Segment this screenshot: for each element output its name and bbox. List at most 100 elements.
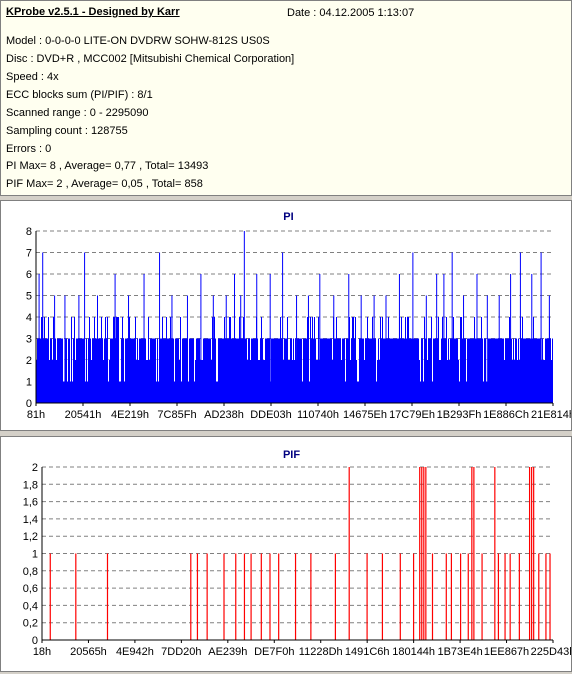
pi-bar <box>457 338 458 360</box>
pi-bar <box>71 317 72 360</box>
pi-bar <box>411 338 412 360</box>
errors-line: Errors : 0 <box>6 143 52 155</box>
pi-bar <box>130 338 131 360</box>
pi-bar <box>148 317 149 360</box>
pi-bar <box>363 338 364 360</box>
pi-bar <box>77 338 78 360</box>
pi-bar-dip <box>124 360 125 382</box>
pi-bar-peak <box>225 295 227 403</box>
pi-bar-dip <box>358 360 359 382</box>
pi-bar <box>331 338 332 360</box>
pi-bar <box>199 338 200 360</box>
pif-x-tick-label: 20565h <box>70 646 107 658</box>
pi-bar <box>480 338 481 360</box>
pi-bar <box>145 338 146 360</box>
pi-y-tick-label: 7 <box>26 248 32 260</box>
pi-bar <box>526 338 527 360</box>
pi-bar <box>460 317 461 360</box>
pi-bar <box>274 338 275 360</box>
pi-bar-dip <box>423 360 424 382</box>
pi-bar <box>298 338 299 360</box>
pi-bar <box>523 338 524 360</box>
pi-bar <box>434 338 435 360</box>
pi-x-tick-label: 4E219h <box>111 409 149 421</box>
pi-bar <box>488 338 489 360</box>
pi-y-tick-label: 1 <box>26 377 32 389</box>
pi-bar <box>273 338 274 360</box>
pi-bar <box>143 338 144 360</box>
pi-bar-peak <box>436 274 438 403</box>
pi-bar <box>437 338 438 360</box>
pi-bar <box>76 338 77 360</box>
scan-date: Date : 04.12.2005 1:13:07 <box>287 7 415 19</box>
pi-bar <box>57 338 58 360</box>
pi-y-tick-label: 4 <box>26 312 32 324</box>
pi-bar <box>532 338 533 360</box>
pi-bar <box>495 338 496 360</box>
pi-bar <box>261 317 262 360</box>
pi-bar <box>355 317 356 360</box>
pif-bar <box>310 553 312 640</box>
pif-bar <box>75 553 77 640</box>
pi-bar <box>137 338 138 360</box>
pif-bar <box>459 553 462 640</box>
pi-chart-panel: PI 0 1 2 3 4 5 6 7 8 81h 20541h 4E219h 7C85Fh AD238h DD… <box>0 200 572 431</box>
pi-bar <box>442 317 443 360</box>
pi-bar <box>414 338 415 360</box>
pi-bar <box>378 338 379 360</box>
pi-bar <box>351 338 352 360</box>
pif-x-tick-label: 7DD20h <box>161 646 201 658</box>
pif-bar <box>481 553 483 640</box>
pi-bar <box>545 338 546 360</box>
pi-bar <box>116 317 117 360</box>
pi-bar-peak <box>42 252 44 403</box>
pi-bar <box>285 338 286 360</box>
pi-bar <box>465 338 466 360</box>
pi-bar-dip <box>345 360 346 382</box>
pi-bar <box>525 338 526 360</box>
pi-bar <box>303 338 304 360</box>
pi-bar <box>197 338 198 360</box>
pi-bar <box>236 338 237 360</box>
pi-bar <box>441 338 442 360</box>
pi-bar <box>522 317 523 360</box>
pi-bar <box>394 338 395 360</box>
pi-bar-peak <box>463 295 465 403</box>
pi-bar-baseline <box>36 360 553 403</box>
pif-bar <box>533 467 535 640</box>
pi-bar <box>163 338 164 360</box>
pi-bar <box>428 338 429 360</box>
pif-bar <box>445 553 447 640</box>
pi-bar <box>477 338 478 360</box>
pi-bar-dip <box>85 360 86 382</box>
pi-bar <box>275 338 276 360</box>
pi-bar-dip <box>72 360 73 382</box>
pi-bar <box>278 338 279 360</box>
pi-bar <box>268 338 269 360</box>
pi-bar <box>192 338 193 360</box>
pi-bar-peak <box>143 274 145 403</box>
pi-bar <box>183 338 184 360</box>
pi-bar-peak <box>114 274 116 403</box>
pi-bar <box>300 338 301 360</box>
pi-bar <box>209 338 210 360</box>
pi-bar <box>492 338 493 360</box>
pi-x-tick-label: 20541h <box>65 409 102 421</box>
pi-y-tick-label: 5 <box>26 291 32 303</box>
pif-summary-line: PIF Max= 2 , Average= 0,05 , Total= 858 <box>6 178 203 190</box>
pi-bar <box>547 338 548 360</box>
pi-bar <box>381 338 382 360</box>
pi-bar <box>485 338 486 360</box>
pif-y-tick-label: 0,8 <box>23 566 38 578</box>
pi-bar <box>372 317 373 360</box>
pi-bar <box>533 317 534 360</box>
pi-bar <box>321 338 322 360</box>
pi-bar-peak <box>171 295 173 403</box>
pi-bar <box>323 338 324 360</box>
pi-chart: PI 0 1 2 3 4 5 6 7 8 81h 20541h 4E219h 7C85Fh AD238h DD… <box>26 211 572 421</box>
pi-bar <box>435 338 436 360</box>
pi-bar <box>284 338 285 360</box>
pi-bar <box>490 338 491 360</box>
pi-bar <box>498 338 499 360</box>
pi-bar <box>50 338 51 360</box>
